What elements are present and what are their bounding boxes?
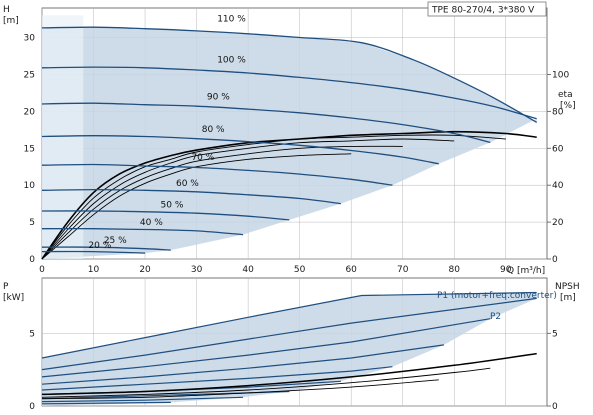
y2-tick-label: 5 [552,329,558,339]
speed-curve [41,102,491,144]
npsh-curves [41,352,537,400]
bottom-y2-tick-labels: 05 [547,329,558,412]
speed-curve [41,163,393,186]
y-tick-label: 0 [29,402,35,412]
speed-label: 110 % [217,14,246,24]
npsh-curve [41,352,537,396]
y2-tick-label: 80 [552,107,564,117]
speed-curve [41,250,146,254]
y-tick-label: 0 [29,255,35,265]
npsh-curve [41,379,439,400]
x-tick-labels: 0 10 20 30 40 50 60 70 80 90 [39,265,512,275]
y2-axis-unit-npsh: [m] [560,293,576,303]
low-flow-band [42,15,84,259]
y2-tick-label: 60 [552,144,564,154]
power-curve [41,396,244,403]
power-curve [41,344,444,385]
speed-label: 100 % [217,56,246,66]
x-tick-label: 40 [242,265,254,275]
legend-p2: P2 [490,312,501,322]
y-axis-label-p: P [3,282,9,292]
y-axis-label-h: H [3,5,10,15]
efficiency-curve [41,145,403,260]
y2-tick-label: 0 [552,255,558,265]
power-envelope [42,292,537,406]
bottom-y-tick-labels: 05 [29,329,35,412]
speed-label: 50 % [161,200,184,210]
y2-tick-labels: 0 20 40 60 80 100 [547,70,569,265]
efficiency-curve [41,130,537,260]
x-tick-label: 0 [39,265,45,275]
y-tick-label: 15 [24,144,35,154]
speed-label: 60 % [176,179,199,189]
y-tick-label: 30 [24,34,36,44]
efficiency-curve [41,134,506,260]
speed-curve [41,135,439,165]
speed-label: 25 % [104,236,127,246]
y-axis-unit-p: [kW] [3,293,24,303]
power-curve [41,366,393,391]
speed-curve [41,66,537,120]
speed-label: 90 % [207,93,230,103]
npsh-curve [41,367,491,398]
speed-curves [41,26,538,254]
speed-curve [41,210,290,221]
speed-label: 20 % [88,241,111,251]
speed-label: 40 % [140,218,163,228]
x-tick-label: 90 [500,265,512,275]
speed-label: 80 % [202,125,225,135]
power-curve [41,318,491,378]
y-axis-unit-h: [m] [3,16,19,26]
power-npsh-panel: 05 05 P [kW] NPSH [m] P1 (motor+freq.con… [3,277,580,412]
power-curve [41,401,171,405]
power-curve [41,291,537,359]
y-tick-label: 5 [29,218,35,228]
y2-tick-label: 100 [552,70,569,80]
speed-labels: 110 % 100 % 90 % 80 % 70 % 60 % 50 % 40 % 25 %20… [88,14,246,251]
speed-curve [41,228,244,236]
power-area [42,292,537,406]
speed-label: 70 % [191,153,214,163]
x-axis-unit: Q [m³/h] [507,266,545,276]
y2-tick-label: 20 [552,218,564,228]
y-tick-label: 10 [24,181,36,191]
model-box [427,1,547,17]
operating-area [42,27,537,260]
y2-tick-label: 40 [552,181,564,191]
head-efficiency-panel: 110 %100 %90 %80 %70 %60 %50 %40 %25 %20… [3,1,576,276]
y2-axis-unit-eta: [%] [560,101,576,111]
speed-curve [41,246,171,251]
y2-tick-label: 0 [552,402,558,412]
model-label: TPE 80-270/4, 3*380 V [431,6,535,16]
y-tick-labels: 0 5 10 15 20 25 30 [24,34,36,265]
speed-curve [41,188,341,205]
power-curve [41,297,537,371]
y2-axis-label-eta: eta [558,90,573,100]
x-tick-label: 10 [88,265,100,275]
efficiency-curves [41,130,537,260]
x-tick-label: 20 [139,265,151,275]
y-tick-label: 20 [24,107,36,117]
y-tick-label: 5 [29,329,35,339]
efficiency-curve [41,138,455,260]
x-tick-label: 50 [294,265,306,275]
x-tick-label: 60 [345,265,357,275]
speed-curve [41,26,538,123]
x-tick-label: 80 [449,265,461,275]
x-tick-label: 30 [191,265,203,275]
x-tick-label: 70 [397,265,409,275]
operating-envelope [42,15,537,260]
y-tick-label: 25 [24,70,35,80]
efficiency-curve [41,153,352,260]
y2-axis-label-npsh: NPSH [555,282,580,292]
legend-p1: P1 (motor+freq.converter) [437,291,557,301]
